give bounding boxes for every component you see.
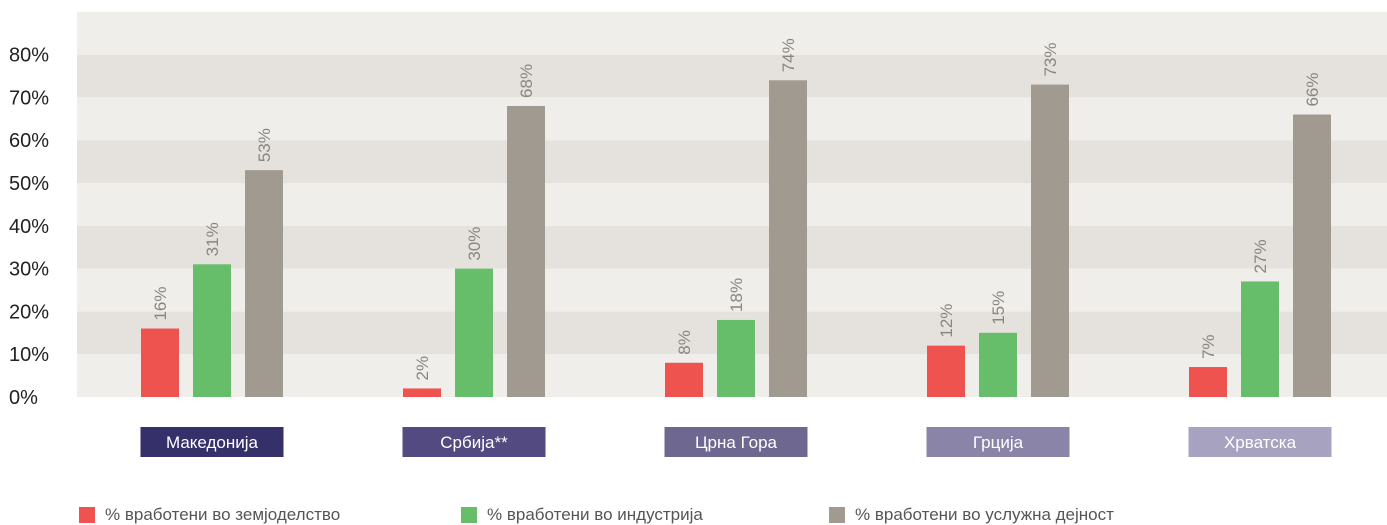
data-label: 18% xyxy=(727,278,746,312)
grid-band xyxy=(77,140,1387,183)
data-label: 74% xyxy=(779,38,798,72)
grid-bands xyxy=(77,11,1387,397)
data-label: 73% xyxy=(1041,43,1060,77)
grid-band xyxy=(77,183,1387,226)
grid-band xyxy=(77,225,1387,269)
category-label-box xyxy=(926,427,1070,457)
bar xyxy=(1241,281,1279,397)
data-labels: 16% 31% 53% 2% 30% 68% 8% 18% 74% 12% 15% 73% 7% 27% 6… xyxy=(151,38,1322,380)
y-tick-label: 10% xyxy=(9,344,49,366)
legend-swatch xyxy=(829,507,845,523)
bar xyxy=(141,328,179,397)
y-tick-label: 40% xyxy=(9,216,49,238)
y-tick-label: 30% xyxy=(9,259,49,281)
category-label-box xyxy=(140,427,284,457)
y-tick-label: 70% xyxy=(9,87,49,109)
bar xyxy=(1293,114,1331,398)
data-label: 31% xyxy=(203,222,222,256)
bars xyxy=(141,80,1331,398)
category-label-text: Србија** xyxy=(440,433,508,452)
category-label-text: Црна Гора xyxy=(695,433,778,452)
grid-band xyxy=(77,11,1387,55)
category-label: Македонија xyxy=(140,427,284,457)
data-label: 66% xyxy=(1303,72,1322,106)
category-label: Србија** xyxy=(402,427,546,457)
data-label: 2% xyxy=(413,356,432,381)
bar-chart: 0% 10% 20% 30% 40% 50% 60% 70% 80% 16% 31% 53% 2% 30… xyxy=(9,11,1387,457)
category-label-box xyxy=(402,427,546,457)
legend-swatch xyxy=(461,507,477,523)
legend: % вработени во земјоделство % вработени … xyxy=(0,505,1387,525)
category-label-text: Македонија xyxy=(166,433,259,452)
bar xyxy=(665,362,703,397)
category-label: Хрватска xyxy=(1188,427,1332,457)
legend-label: % вработени во услужна дејност xyxy=(855,505,1114,524)
y-tick-label: 0% xyxy=(9,387,38,409)
data-label: 8% xyxy=(675,330,694,355)
category-label-box xyxy=(664,427,808,457)
category-label-text: Хрватска xyxy=(1224,433,1297,452)
y-tick-label: 80% xyxy=(9,45,49,67)
category-label-text: Грција xyxy=(973,433,1024,452)
data-label: 27% xyxy=(1251,239,1270,273)
data-label: 68% xyxy=(517,64,536,98)
category-label: Грција xyxy=(926,427,1070,457)
bar xyxy=(979,332,1017,397)
legend-item-industry: % вработени во индустрија xyxy=(461,505,703,525)
bar xyxy=(403,388,441,397)
legend-label: % вработени во земјоделство xyxy=(105,505,341,524)
data-label: 12% xyxy=(937,304,956,338)
bar xyxy=(927,345,965,397)
data-label: 53% xyxy=(255,128,274,162)
bar xyxy=(193,264,231,397)
grid-band xyxy=(77,54,1387,98)
data-label: 15% xyxy=(989,291,1008,325)
category-label-box xyxy=(1188,427,1332,457)
category-label: Црна Гора xyxy=(664,427,808,457)
bar xyxy=(455,268,493,397)
data-label: 7% xyxy=(1199,334,1218,359)
y-axis-ticks: 0% 10% 20% 30% 40% 50% 60% 70% 80% xyxy=(9,45,49,409)
y-tick-label: 50% xyxy=(9,173,49,195)
legend-label: % вработени во индустрија xyxy=(487,505,703,524)
legend-item-services: % вработени во услужна дејност xyxy=(829,505,1114,525)
legend-item-agriculture: % вработени во земјоделство xyxy=(79,505,340,525)
bar xyxy=(1189,367,1227,397)
bar xyxy=(507,105,545,398)
y-tick-label: 60% xyxy=(9,130,49,152)
y-tick-label: 20% xyxy=(9,301,49,323)
bar xyxy=(1031,84,1069,397)
category-labels: Македонија Србија** Црна Гора Грција Хрватск… xyxy=(140,427,1332,457)
bar xyxy=(245,170,283,397)
legend-swatch xyxy=(79,507,95,523)
bar xyxy=(769,80,807,397)
grid-band xyxy=(77,268,1387,312)
data-label: 16% xyxy=(151,286,170,320)
bar xyxy=(717,319,755,397)
data-label: 30% xyxy=(465,227,484,261)
grid-band xyxy=(77,97,1387,141)
